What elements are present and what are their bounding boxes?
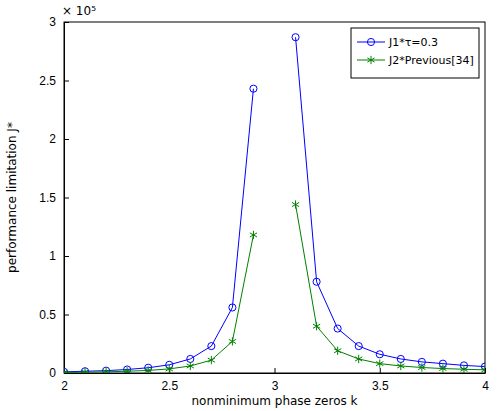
y-tick-mark [64,81,69,82]
y-tick: 2.5 [39,74,69,88]
series-marker [439,364,446,372]
series-line [64,205,485,373]
series-marker [229,304,236,311]
legend-marker [367,56,374,64]
y-tick-mark [64,22,69,23]
series-marker [313,278,320,285]
y-tick-mark [64,315,69,316]
series-marker [145,366,152,373]
series-marker [397,362,404,370]
series-marker [376,351,383,358]
y-tick-label: 2.5 [39,74,56,88]
y-tick-label: 1.5 [39,191,56,205]
x-tick: 3.5 [372,368,389,393]
series-line [64,37,485,372]
series-marker [334,325,341,332]
series-marker [313,322,320,330]
y-tick: 2 [49,132,69,146]
y-tick: 1 [49,249,69,263]
series-marker [64,368,68,373]
legend-label: J1*τ=0.3 [388,36,438,49]
series-marker [208,356,215,364]
series-marker [376,359,383,367]
plot-frame [64,22,485,373]
y-tick-label: 2 [49,132,56,146]
series-marker [208,343,215,350]
x-tick-mark [380,368,381,373]
legend-item: J2*Previous[34] [357,54,474,67]
legend-line [357,42,385,43]
series-marker [418,363,425,371]
y-tick: 0 [49,366,69,380]
y-axis: 0 0.5 1 1.5 2 2.5 3 [39,15,69,380]
y-tick-mark [64,139,69,140]
y-tick-label: 0.5 [39,308,56,322]
series-marker [355,343,362,350]
y-tick-mark [64,373,69,374]
series-marker [481,366,485,373]
y-tick: 0.5 [39,308,69,322]
x-tick-label: 2.5 [161,379,178,393]
y-tick-label: 3 [49,15,56,29]
x-axis-line [65,373,486,374]
x-tick-mark [275,368,276,373]
x-tick: 2 [61,368,68,393]
x-tick-label: 3.5 [372,379,389,393]
series-marker [124,367,131,373]
series-marker [292,34,299,41]
axis-multiplier: × 10⁵ [62,4,96,18]
x-tick-label: 4 [482,379,489,393]
y-tick: 1.5 [39,191,69,205]
x-tick-label: 2 [61,379,68,393]
x-tick: 4 [482,368,489,393]
legend-label: J2*Previous[34] [388,54,474,67]
series-marker [460,365,467,373]
series-marker [187,355,194,362]
x-tick-mark [485,368,486,373]
series-marker [187,362,194,370]
series-marker [397,355,404,362]
series-marker [292,200,299,208]
plot: 2 2.5 3 3.5 4 0 0.5 1 1.5 2 2.5 3 J1*τ=0.3 J2*Previou… [39,15,489,392]
series-marker [334,347,341,355]
x-axis-title: nonminimum phase zeros k [191,394,357,408]
y-tick-mark [64,198,69,199]
legend-item: J1*τ=0.3 [357,36,438,49]
y-tick-label: 1 [49,249,56,263]
legend-marker [367,38,374,45]
series-marker [250,231,257,239]
series-group [64,34,485,373]
series-marker [81,368,88,373]
series-marker [103,368,110,373]
y-tick-mark [64,256,69,257]
series-marker [166,365,173,373]
chart: 2 2.5 3 3.5 4 0 0.5 1 1.5 2 2.5 3 J1*τ=0.3 J2*Previou… [0,0,500,411]
legend: J1*τ=0.3 J2*Previous[34] [351,28,479,78]
series-marker [355,355,362,363]
x-tick: 2.5 [161,368,178,393]
y-tick-label: 0 [49,366,56,380]
x-tick-label: 3 [272,379,279,393]
y-axis-title: performance limitation J* [5,122,19,273]
legend-box [351,28,479,78]
series-marker [229,337,236,345]
x-tick: 3 [272,368,279,393]
series-marker [250,85,257,92]
